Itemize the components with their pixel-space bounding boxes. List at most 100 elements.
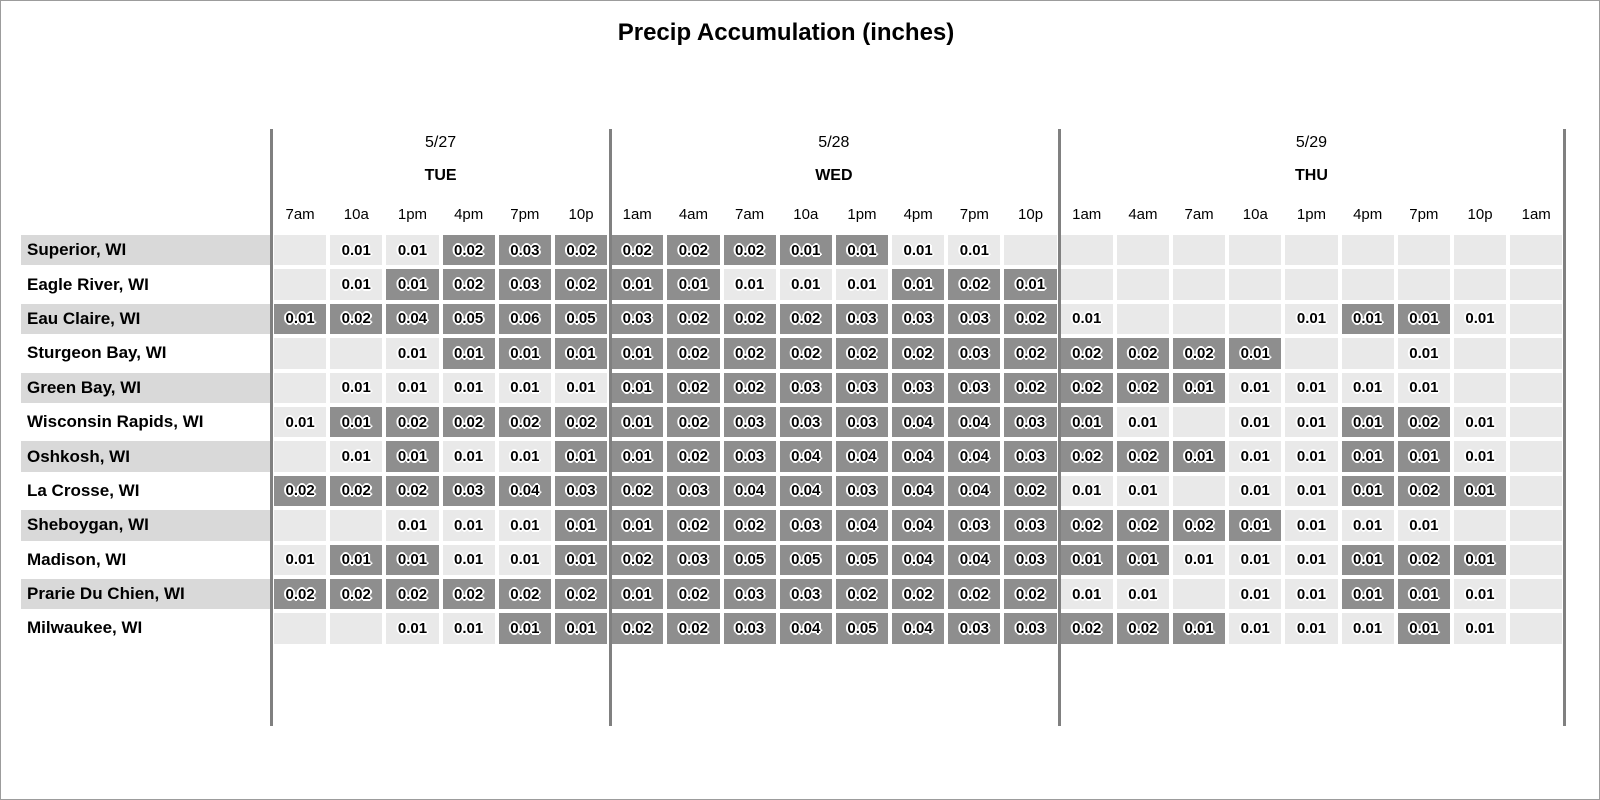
precip-value: 0.01: [1296, 448, 1327, 466]
shaded-cell-box: 0.01: [1341, 475, 1394, 507]
cell-box: 0.01: [386, 338, 439, 369]
precip-cell: 0.02: [1115, 508, 1171, 542]
precip-cell: 0.01: [1171, 439, 1227, 473]
precip-cell: 0.01: [497, 543, 553, 577]
precip-value: 0.03: [791, 516, 821, 534]
cell-box: [1173, 303, 1226, 335]
precip-cell: 0.03: [1002, 439, 1058, 473]
precip-cell: 0.02: [722, 508, 778, 542]
shaded-cell-box: 0.01: [330, 406, 383, 438]
precip-value: 0.03: [510, 241, 540, 259]
shaded-cell-box: 0.02: [948, 578, 1001, 610]
precip-cell: 0.02: [497, 577, 553, 611]
precip-cell: [328, 611, 384, 645]
precip-value: 0.01: [397, 516, 428, 534]
precip-value: 0.01: [1072, 482, 1102, 500]
shaded-cell-box: 0.03: [948, 510, 1001, 541]
shaded-cell-box: 0.03: [835, 406, 889, 438]
precip-cell: 0.04: [890, 474, 946, 508]
shaded-cell-box: 0.01: [611, 269, 664, 300]
shaded-cell-box: 0.02: [274, 475, 327, 507]
precip-cell: 0.01: [1227, 577, 1283, 611]
precip-cell: 0.01: [609, 405, 665, 439]
precip-cell: 0.01: [1059, 543, 1115, 577]
precip-value: 0.01: [1072, 310, 1102, 328]
precip-cell: 0.01: [272, 543, 328, 577]
precip-value: 0.01: [1296, 413, 1327, 431]
shaded-cell-box: 0.02: [667, 372, 720, 403]
precip-value: 0.01: [791, 241, 821, 259]
cell-box: [1397, 269, 1450, 300]
cell-box: [330, 338, 383, 369]
shaded-cell-box: 0.01: [611, 510, 664, 541]
precip-value: 0.03: [847, 310, 877, 328]
shaded-cell-box: 0.02: [1173, 338, 1226, 369]
precip-cell: 0.02: [609, 233, 665, 267]
cell-box: 0.01: [835, 269, 889, 300]
precip-value: 0.02: [285, 482, 315, 500]
precip-value: 0.02: [622, 619, 652, 637]
day-divider: [1563, 129, 1566, 726]
precip-cell: 0.01: [1115, 405, 1171, 439]
shaded-cell-box: 0.03: [779, 372, 832, 403]
precip-value: 0.01: [1353, 413, 1383, 431]
precip-value: 0.01: [1184, 448, 1214, 466]
shaded-cell-box: 0.02: [1116, 613, 1169, 644]
precip-cell: [1508, 439, 1564, 473]
precip-cell: 0.03: [665, 474, 721, 508]
precip-cell: 0.02: [553, 577, 609, 611]
precip-cell: 0.01: [1227, 543, 1283, 577]
cell-box: 0.01: [1173, 544, 1226, 575]
shaded-cell-box: 0.02: [386, 406, 439, 438]
hour-label: 1pm: [847, 205, 877, 223]
cell-box: 0.01: [1285, 475, 1338, 507]
precip-cell: 0.01: [441, 371, 497, 405]
precip-value: 0.03: [1015, 413, 1046, 431]
precip-value: 0.04: [397, 310, 428, 328]
precip-cell: 0.02: [384, 405, 440, 439]
shaded-cell-box: 0.01: [779, 235, 832, 266]
hour-label: 7pm: [1409, 205, 1439, 223]
shaded-cell-box: 0.01: [1341, 406, 1394, 438]
precip-cell: 0.02: [665, 233, 721, 267]
precip-cell: 0.02: [272, 474, 328, 508]
precip-value: 0.02: [959, 276, 989, 294]
precip-cell: 0.02: [834, 336, 890, 370]
hour-label: 10a: [343, 205, 369, 223]
precip-value: 0.01: [341, 413, 371, 431]
precip-cell: 0.01: [1452, 543, 1508, 577]
precip-value: 0.05: [566, 310, 596, 328]
shaded-cell-box: 0.02: [667, 578, 720, 610]
precip-cell: 0.04: [778, 439, 834, 473]
precip-value: 0.03: [903, 379, 933, 397]
precip-value: 0.03: [678, 551, 708, 569]
shaded-cell-box: 0.01: [442, 338, 495, 369]
precip-cell: 0.03: [1002, 508, 1058, 542]
hour-label: 4pm: [1353, 205, 1383, 223]
cell-box: 0.01: [1116, 578, 1169, 610]
precip-cell: 0.01: [609, 577, 665, 611]
cell-box: 0.01: [948, 235, 1001, 266]
precip-cell: 0.01: [497, 439, 553, 473]
cell-box: [1510, 235, 1563, 266]
shaded-cell-box: 0.02: [1397, 475, 1450, 507]
cell-box: [1173, 235, 1226, 266]
hour-label: 1am: [622, 205, 652, 223]
precip-cell: 0.01: [1115, 543, 1171, 577]
precip-value: 0.03: [734, 413, 765, 431]
shaded-cell-box: 0.01: [1453, 544, 1507, 575]
shaded-cell-box: 0.02: [779, 338, 832, 369]
precip-cell: [1396, 267, 1452, 301]
cell-box: 0.01: [1285, 406, 1338, 438]
precip-value: 0.01: [1353, 482, 1383, 500]
precip-value: 0.06: [510, 310, 540, 328]
precip-cell: 0.04: [834, 439, 890, 473]
precip-cell: 0.01: [1283, 577, 1339, 611]
shaded-cell-box: 0.02: [1397, 544, 1450, 575]
shaded-cell-box: 0.01: [498, 338, 551, 369]
shaded-cell-box: 0.02: [1116, 338, 1169, 369]
precip-cell: 0.01: [1452, 577, 1508, 611]
precip-value: 0.03: [1015, 516, 1046, 534]
chart-title: Precip Accumulation (inches): [617, 19, 955, 46]
hour-label: 1pm: [397, 205, 428, 223]
